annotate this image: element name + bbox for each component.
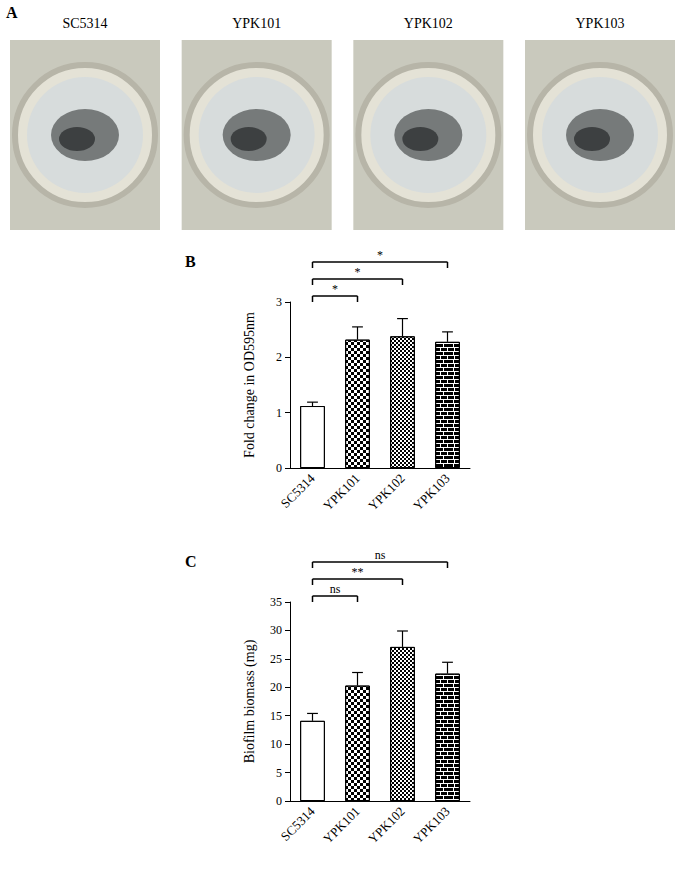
svg-text:YPK101: YPK101 [320, 471, 363, 514]
svg-text:35: 35 [270, 595, 282, 609]
svg-text:Biofilm biomass (mg): Biofilm biomass (mg) [242, 639, 258, 763]
svg-text:*: * [377, 248, 383, 262]
svg-text:YPK101: YPK101 [320, 804, 363, 847]
svg-text:25: 25 [270, 652, 282, 666]
svg-text:30: 30 [270, 623, 282, 637]
svg-text:*: * [355, 265, 361, 279]
svg-text:0: 0 [276, 461, 282, 475]
svg-text:20: 20 [270, 680, 282, 694]
svg-text:**: ** [352, 565, 364, 579]
svg-text:3: 3 [276, 295, 282, 309]
svg-text:Fold change in OD595nm: Fold change in OD595nm [242, 312, 257, 458]
svg-text:ns: ns [375, 548, 386, 562]
svg-text:ns: ns [330, 582, 341, 596]
svg-text:SC5314: SC5314 [278, 803, 319, 844]
svg-text:YPK103: YPK103 [575, 16, 624, 31]
svg-text:SC5314: SC5314 [62, 16, 107, 31]
svg-text:YPK102: YPK102 [365, 804, 408, 847]
svg-text:A: A [6, 4, 18, 21]
svg-text:YPK103: YPK103 [410, 471, 453, 514]
svg-text:SC5314: SC5314 [278, 470, 319, 511]
svg-text:B: B [185, 253, 196, 270]
svg-text:YPK101: YPK101 [232, 16, 281, 31]
svg-text:0: 0 [276, 794, 282, 808]
svg-text:1: 1 [276, 406, 282, 420]
svg-text:5: 5 [276, 766, 282, 780]
svg-text:2: 2 [276, 350, 282, 364]
svg-text:10: 10 [270, 737, 282, 751]
svg-text:YPK103: YPK103 [410, 804, 453, 847]
svg-text:YPK102: YPK102 [365, 471, 408, 514]
svg-text:YPK102: YPK102 [404, 16, 453, 31]
svg-text:15: 15 [270, 709, 282, 723]
svg-text:*: * [332, 282, 338, 296]
svg-text:C: C [185, 553, 197, 570]
